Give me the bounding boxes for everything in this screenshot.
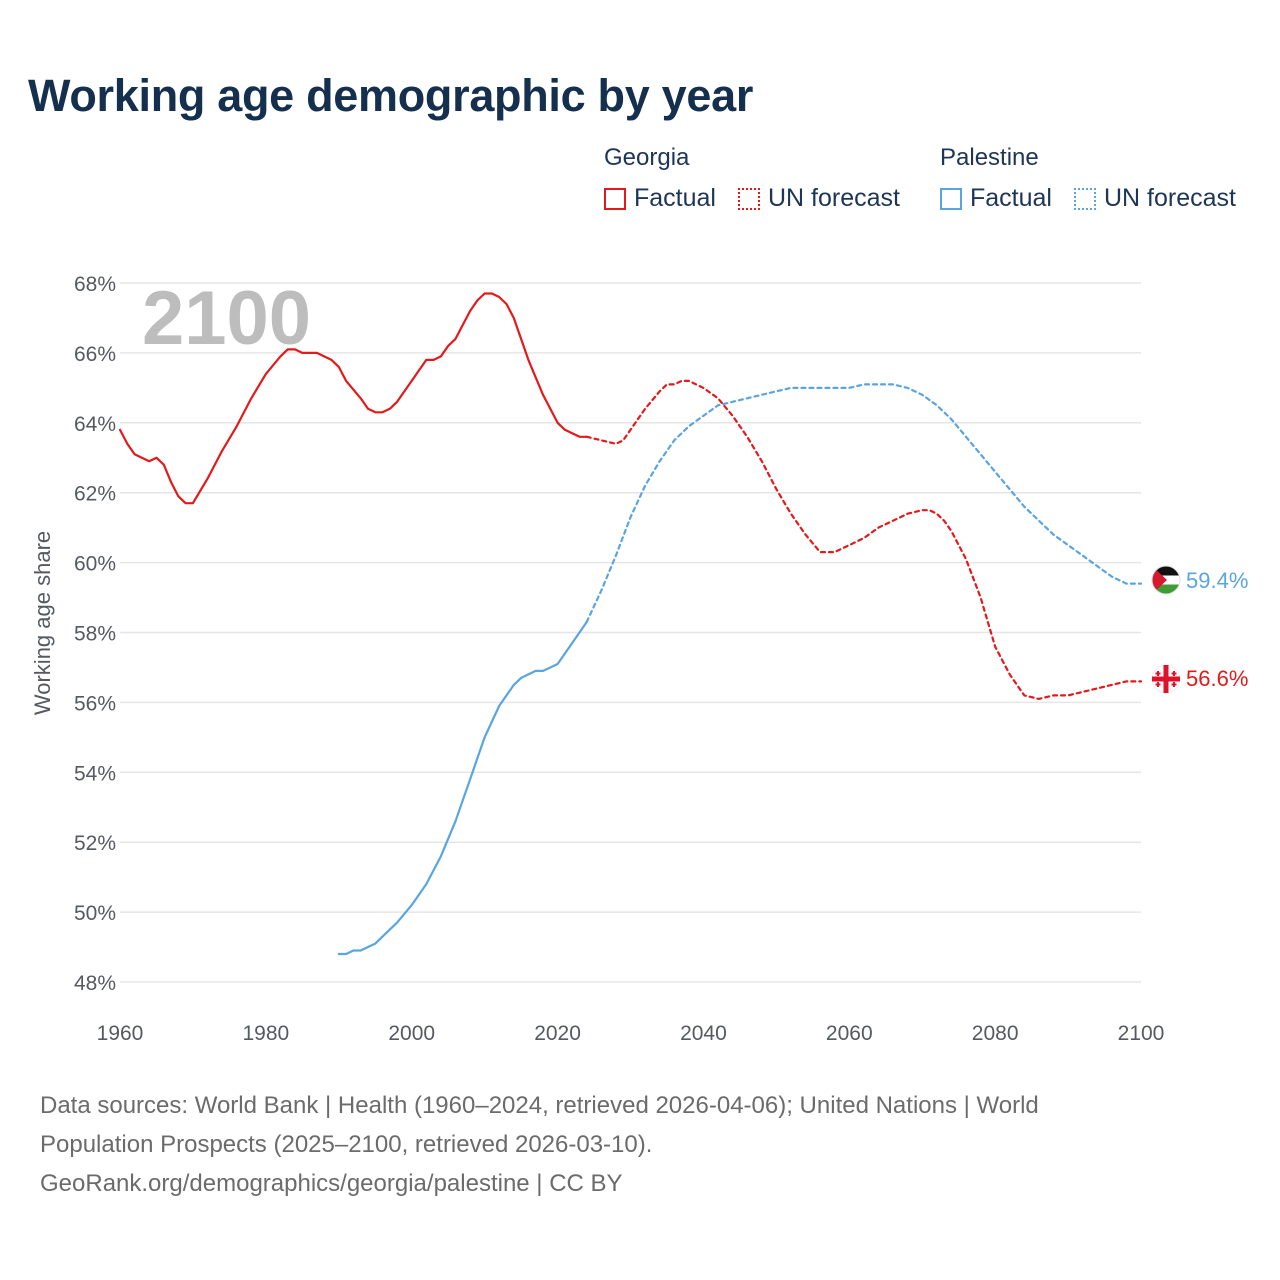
x-tick-label: 2080 — [972, 1022, 1019, 1045]
palestine-flag-icon — [1151, 565, 1181, 595]
x-tick-label: 2020 — [534, 1022, 581, 1045]
source-line-3: GeoRank.org/demographics/georgia/palesti… — [40, 1170, 623, 1197]
legend-georgia-factual[interactable]: Factual — [604, 184, 716, 213]
series-line-georgia-forecast[interactable] — [585, 379, 1143, 700]
legend-label: UN forecast — [1104, 184, 1236, 212]
line-chart: 48% 50% 52% 54% 56% 58% 60% 62% 64% 66% 68% 1960 19… — [30, 273, 1248, 1045]
y-tick-label: 54% — [74, 762, 116, 785]
legend-swatch-solid — [604, 187, 626, 210]
x-tick-label: 2100 — [1118, 1022, 1165, 1045]
source-note: Data sources: World Bank | Health (1960–… — [40, 1086, 1220, 1203]
series-line-palestine-forecast[interactable] — [585, 383, 1143, 624]
legend-title-georgia: Georgia — [604, 144, 690, 171]
georgia-flag-icon — [1151, 664, 1181, 694]
x-tick-label: 2060 — [826, 1022, 873, 1045]
source-line-1: Data sources: World Bank | Health (1960–… — [40, 1092, 1039, 1119]
y-tick-label: 62% — [74, 483, 116, 506]
y-axis-label: Working age share — [30, 531, 55, 715]
series-line-palestine-factual[interactable] — [337, 620, 588, 956]
series-line-georgia-factual[interactable] — [118, 292, 588, 505]
legend-swatch-solid — [940, 187, 962, 210]
legend-palestine-factual[interactable]: Factual — [940, 184, 1052, 213]
y-tick-label: 56% — [74, 692, 116, 715]
end-label-georgia: 56.6% — [1186, 666, 1248, 691]
x-tick-label: 1980 — [242, 1022, 289, 1045]
y-tick-label: 58% — [74, 623, 116, 646]
legend-georgia-forecast[interactable]: UN forecast — [738, 184, 900, 213]
x-tick-label: 2040 — [680, 1022, 727, 1045]
y-tick-label: 66% — [74, 343, 116, 366]
chart-title: Working age demographic by year — [28, 70, 754, 121]
x-tick-label: 2000 — [388, 1022, 435, 1045]
legend-label: UN forecast — [768, 184, 900, 212]
legend-title-palestine: Palestine — [940, 144, 1039, 171]
legend-swatch-dotted — [738, 187, 760, 210]
y-tick-label: 48% — [74, 972, 116, 995]
legend-label: Factual — [634, 184, 716, 212]
source-line-2: Population Prospects (2025–2100, retriev… — [40, 1131, 653, 1158]
y-tick-label: 52% — [74, 832, 116, 855]
legend-label: Factual — [970, 184, 1052, 212]
legend-swatch-dotted — [1074, 187, 1096, 210]
y-tick-label: 68% — [74, 273, 116, 296]
end-label-palestine: 59.4% — [1186, 568, 1248, 593]
y-tick-label: 64% — [74, 413, 116, 436]
legend-palestine-forecast[interactable]: UN forecast — [1074, 184, 1236, 213]
current-year-label: 2100 — [142, 276, 311, 361]
y-tick-label: 60% — [74, 553, 116, 576]
x-tick-label: 1960 — [97, 1022, 144, 1045]
y-tick-label: 50% — [74, 902, 116, 925]
